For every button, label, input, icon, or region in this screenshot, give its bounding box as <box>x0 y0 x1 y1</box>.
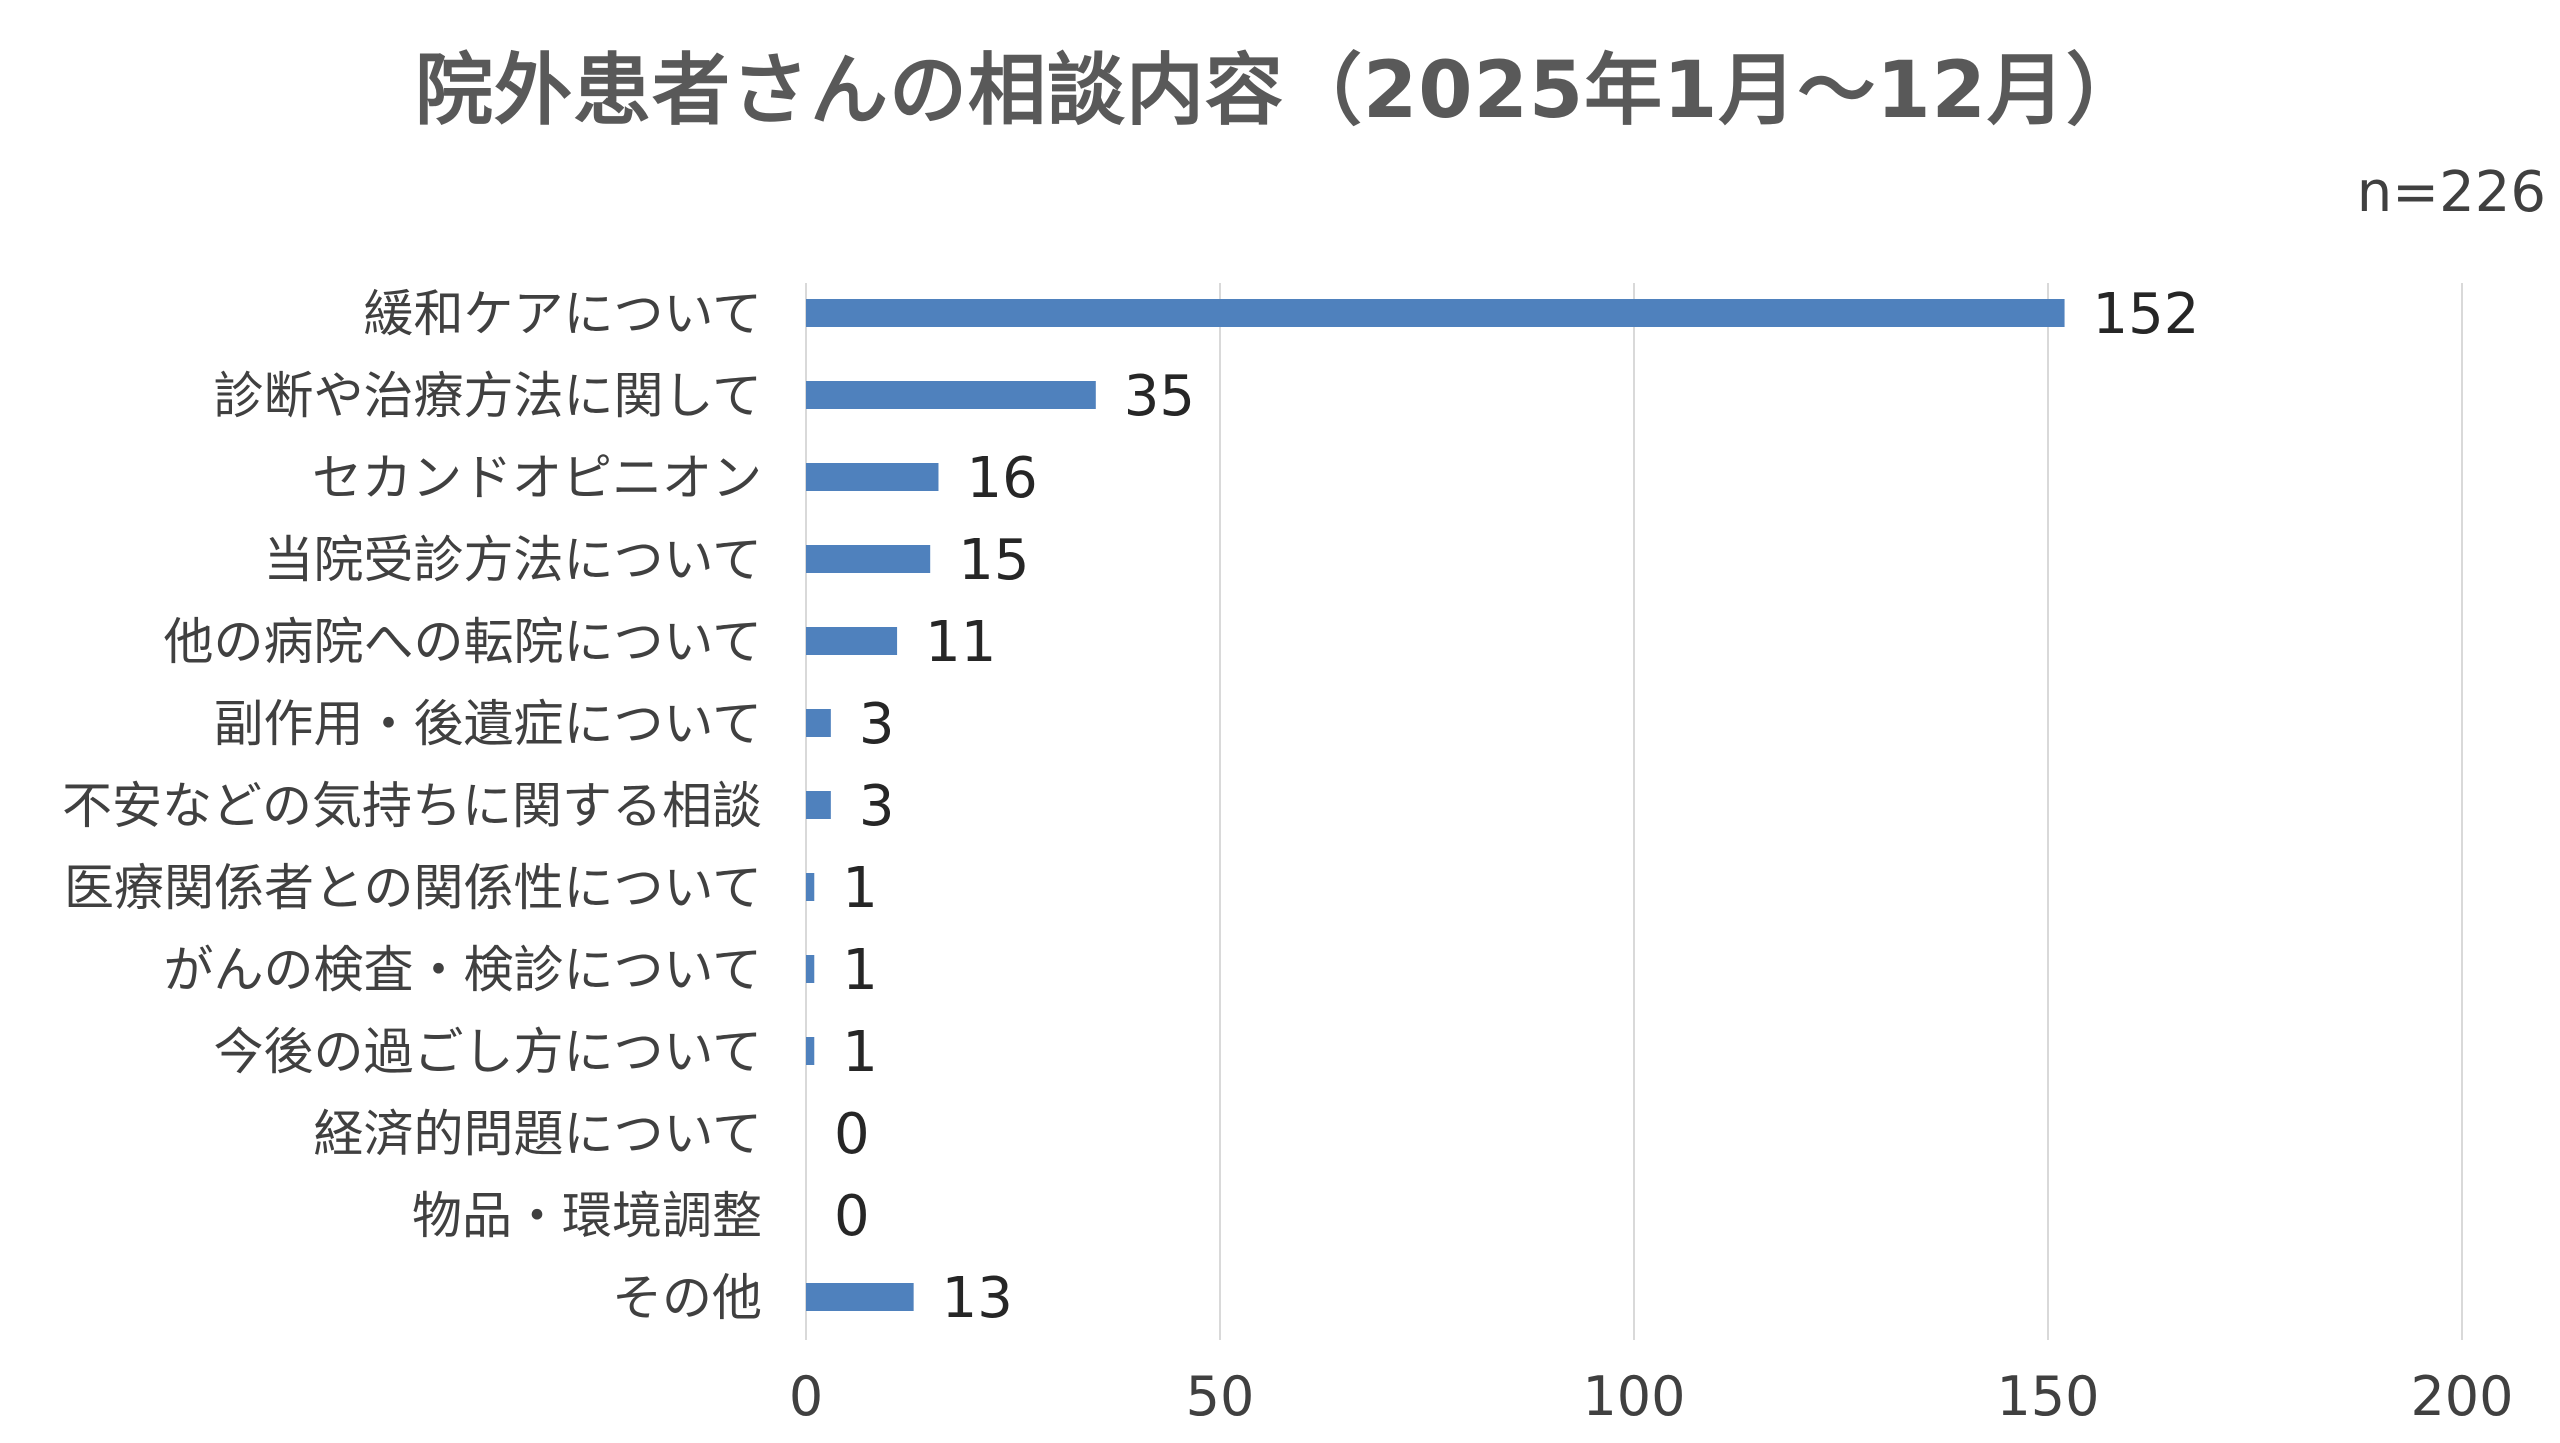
bar <box>806 627 898 655</box>
x-tick-label: 50 <box>1186 1365 1255 1428</box>
bar-layer <box>806 299 2065 1311</box>
category-label: セカンドオピニオン <box>312 449 762 507</box>
x-tick-label: 0 <box>789 1365 823 1428</box>
bar <box>806 709 831 737</box>
bar <box>806 381 1096 409</box>
bar <box>806 299 2065 327</box>
x-tick-label: 200 <box>2410 1365 2513 1428</box>
category-label: 今後の過ごし方について <box>214 1023 763 1081</box>
category-label: 他の病院への転院について <box>164 613 763 671</box>
bar <box>806 545 931 573</box>
data-label: 1 <box>842 856 878 921</box>
category-label: 当院受診方法について <box>264 531 763 589</box>
category-label: がんの検査・検診について <box>164 941 763 999</box>
category-label: 診断や治療方法に関して <box>214 367 763 425</box>
data-label: 15 <box>958 528 1029 593</box>
sample-size-note: n=226 <box>2356 160 2546 225</box>
data-label: 13 <box>942 1266 1013 1331</box>
data-label: 152 <box>2093 282 2200 347</box>
data-label: 35 <box>1124 364 1195 429</box>
x-tick-label: 150 <box>1996 1365 2099 1428</box>
bar <box>806 1283 914 1311</box>
category-label: 物品・環境調整 <box>412 1187 762 1245</box>
category-label: 副作用・後遺症について <box>214 695 763 753</box>
chart-title: 院外患者さんの相談内容（2025年1月～12月） <box>415 46 2145 136</box>
data-label: 11 <box>925 610 996 675</box>
data-label: 16 <box>966 446 1037 511</box>
data-label: 0 <box>834 1102 870 1167</box>
bar <box>806 873 815 901</box>
category-label: その他 <box>612 1269 762 1327</box>
bar <box>806 955 815 983</box>
category-label: 医療関係者との関係性について <box>64 859 762 917</box>
category-label: 経済的問題について <box>314 1105 763 1163</box>
data-label: 3 <box>859 774 895 839</box>
bar <box>806 791 831 819</box>
data-label: 3 <box>859 692 895 757</box>
data-label: 1 <box>842 1020 878 1085</box>
data-label: 0 <box>834 1184 870 1249</box>
x-tick-label: 100 <box>1582 1365 1685 1428</box>
bar <box>806 1037 815 1065</box>
grid-layer <box>805 283 2463 1340</box>
category-label: 不安などの気持ちに関する相談 <box>62 777 762 835</box>
category-label: 緩和ケアについて <box>364 285 763 343</box>
bar <box>806 463 939 491</box>
data-label: 1 <box>842 938 878 1003</box>
